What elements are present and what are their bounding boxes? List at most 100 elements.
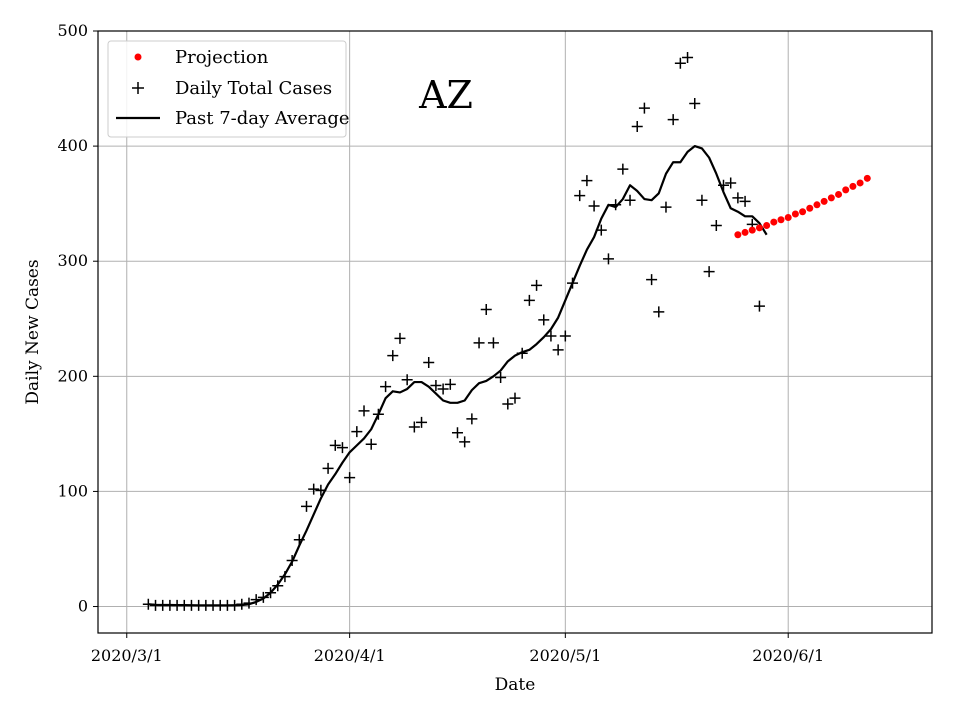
daily-cases-point [293,534,305,546]
daily-cases-point [502,398,514,410]
daily-cases-point [638,102,650,114]
daily-cases-point [394,332,406,344]
projection-point [799,208,807,216]
daily-cases-point [250,594,262,606]
projection-point [770,218,778,226]
daily-cases-point [674,57,686,69]
daily-cases-point [408,421,420,433]
daily-cases-point [718,179,729,191]
projection-point [777,216,785,224]
daily-cases-point [667,114,679,126]
chart-title: AZ [418,73,473,117]
x-axis: 2020/3/1 2020/4/1 2020/5/1 2020/6/1 [91,633,824,665]
projection-point [849,182,857,190]
daily-cases-point [732,192,744,204]
daily-cases-point [487,337,499,349]
daily-cases-point [459,436,471,448]
projection-point [820,197,828,205]
y-axis: 0 100 200 300 400 500 [57,21,98,616]
daily-cases-point [703,266,715,278]
daily-cases-point [265,587,277,599]
daily-cases-point [602,253,614,265]
daily-cases-point [538,314,550,326]
projection-point [813,201,821,209]
daily-cases-point [329,439,341,451]
daily-cases-point [682,51,694,63]
daily-cases-point [423,357,435,369]
daily-cases-point [660,201,672,213]
projection-point [763,222,771,230]
daily-cases-point [588,200,600,212]
legend-daily-cases-marker [132,82,144,94]
projection-point [827,194,835,202]
daily-cases-point [574,190,586,202]
daily-cases-point [473,337,485,349]
daily-cases-point [142,598,154,610]
daily-cases-point [581,175,593,187]
daily-cases-point [725,177,737,189]
daily-cases-point [545,330,557,342]
daily-cases-point [380,381,392,393]
y-tick-label: 400 [57,136,88,155]
daily-cases-point [531,279,543,291]
plot-area [142,51,871,611]
projection-point [784,213,792,221]
daily-cases-point [451,427,463,439]
daily-cases-point [516,347,528,359]
daily-cases-point [358,405,370,417]
legend-average-label: Past 7-day Average [175,108,350,129]
daily-cases-point [229,599,241,611]
y-axis-label: Daily New Cases [23,259,43,404]
projection-point [842,186,850,194]
legend-projection-marker [134,53,142,61]
daily-cases-point [430,380,442,392]
projection-point [791,210,799,218]
daily-cases-point [365,438,377,450]
daily-cases-point [480,304,492,316]
projection-point [835,190,843,198]
daily-cases-point [495,371,507,383]
x-tick-label: 2020/5/1 [529,646,601,665]
daily-cases-point [624,194,636,206]
daily-cases-point [286,554,298,566]
average-line [148,145,768,607]
legend-daily-cases-label: Daily Total Cases [175,78,332,99]
y-tick-label: 500 [57,21,88,40]
plot-frame [97,30,933,634]
daily-cases-point [301,500,312,512]
daily-cases-point [315,484,327,496]
daily-cases-point [610,199,622,211]
projection-point [748,226,756,234]
daily-cases-point [308,483,320,495]
projection-point [741,228,749,236]
y-tick-label: 200 [57,366,88,385]
legend-projection-label: Projection [175,47,269,68]
daily-cases-point [595,224,607,236]
x-axis-label: Date [495,675,536,695]
y-tick-label: 300 [57,251,88,270]
daily-cases-point [559,330,571,342]
daily-cases-point [401,374,413,386]
daily-cases-point [336,442,348,454]
daily-cases-point [272,580,284,592]
projection-point [856,179,864,187]
daily-cases-point [552,344,564,356]
daily-cases-point [257,591,269,603]
daily-cases-point [351,426,363,438]
daily-cases-point [631,121,643,133]
daily-cases-point [322,462,334,474]
daily-cases-point [344,472,356,484]
daily-cases-point [243,597,255,609]
daily-cases-point [416,416,428,428]
y-tick-label: 100 [57,481,88,500]
daily-cases-point [739,195,751,207]
legend: Projection Daily Total Cases Past 7-day … [107,40,350,138]
x-tick-label: 2020/3/1 [91,646,163,665]
daily-cases-point [466,413,478,425]
x-tick-label: 2020/6/1 [752,646,824,665]
y-tick-label: 0 [78,597,88,616]
daily-cases-point [646,274,658,286]
projection-point [863,174,871,182]
legend-box [107,40,347,138]
